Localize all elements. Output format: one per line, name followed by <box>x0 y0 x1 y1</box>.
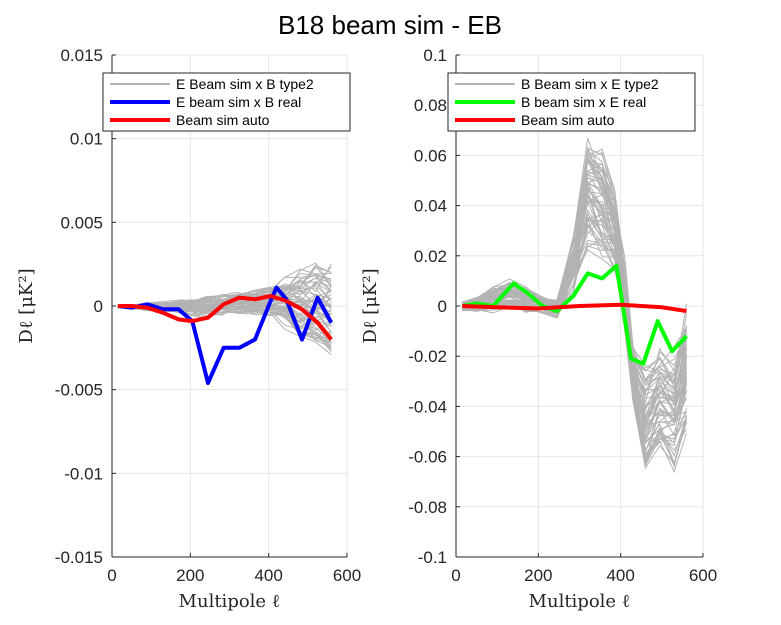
legend: E Beam sim x B type2 E beam sim x B real B… <box>102 72 351 132</box>
left-axes: 0 200 400 600 -0.015 -0.01 -0.005 0 0.005 0.01 0.0… <box>16 46 361 612</box>
y-tick-label: 0 <box>438 297 447 316</box>
sim-curve <box>462 151 687 381</box>
y-tick-label: 0.08 <box>414 96 447 115</box>
y-tick-label: 0.02 <box>414 247 447 266</box>
x-axis-label: Multipole ℓ <box>179 591 281 612</box>
legend-label: E Beam sim x B type2 <box>176 76 314 92</box>
x-tick-label: 200 <box>524 566 552 585</box>
legend-label: B beam sim x E real <box>521 94 646 110</box>
legend: B Beam sim x E type2 B beam sim x E real B… <box>447 72 696 132</box>
legend-label: E beam sim x B real <box>176 94 301 110</box>
x-tick-label: 600 <box>333 566 361 585</box>
x-tick-label: 400 <box>606 566 634 585</box>
series-line-1 <box>117 285 334 385</box>
sim-curve <box>462 195 687 407</box>
sim-curve <box>117 268 332 306</box>
y-tick-label: 0.1 <box>423 46 447 65</box>
y-tick-label: -0.005 <box>55 381 103 400</box>
y-tick-label: -0.01 <box>64 464 103 483</box>
y-tick-label: -0.08 <box>408 498 447 517</box>
x-tick-label: 600 <box>689 566 717 585</box>
y-tick-label: -0.06 <box>408 448 447 467</box>
y-axis-label: Dℓ [μK²] <box>16 268 37 343</box>
x-axis-label: Multipole ℓ <box>529 591 631 612</box>
y-tick-label: -0.04 <box>408 397 447 416</box>
y-tick-label: -0.02 <box>408 347 447 366</box>
right-axes: 0 200 400 600 -0.1 -0.08 -0.06 -0.04 -0.02 0 0.02 0… <box>360 46 717 612</box>
y-tick-label: 0 <box>94 297 103 316</box>
y-tick-label: -0.1 <box>418 548 447 567</box>
sim-curve <box>462 163 687 385</box>
series-line-2 <box>462 302 687 313</box>
y-tick-label: 0.06 <box>414 146 447 165</box>
sim-curve <box>117 274 332 306</box>
legend-label: Beam sim auto <box>176 112 270 128</box>
y-tick-label: 0.005 <box>60 213 103 232</box>
x-tick-label: 0 <box>107 566 116 585</box>
y-tick-label: 0.015 <box>60 46 103 65</box>
x-tick-label: 400 <box>254 566 282 585</box>
series-line-1 <box>461 263 688 366</box>
legend-label: Beam sim auto <box>521 112 615 128</box>
series-line-2 <box>117 294 333 341</box>
x-tick-label: 200 <box>176 566 204 585</box>
x-tick-label: 0 <box>451 566 460 585</box>
y-tick-label: 0.04 <box>414 197 447 216</box>
y-tick-label: 0.01 <box>70 130 103 149</box>
sim-curve <box>462 153 687 383</box>
y-axis-label: Dℓ [μK²] <box>360 268 381 343</box>
figure-title: B18 beam sim - EB <box>278 10 502 40</box>
y-tick-label: -0.015 <box>55 548 103 567</box>
legend-label: B Beam sim x E type2 <box>521 76 659 92</box>
